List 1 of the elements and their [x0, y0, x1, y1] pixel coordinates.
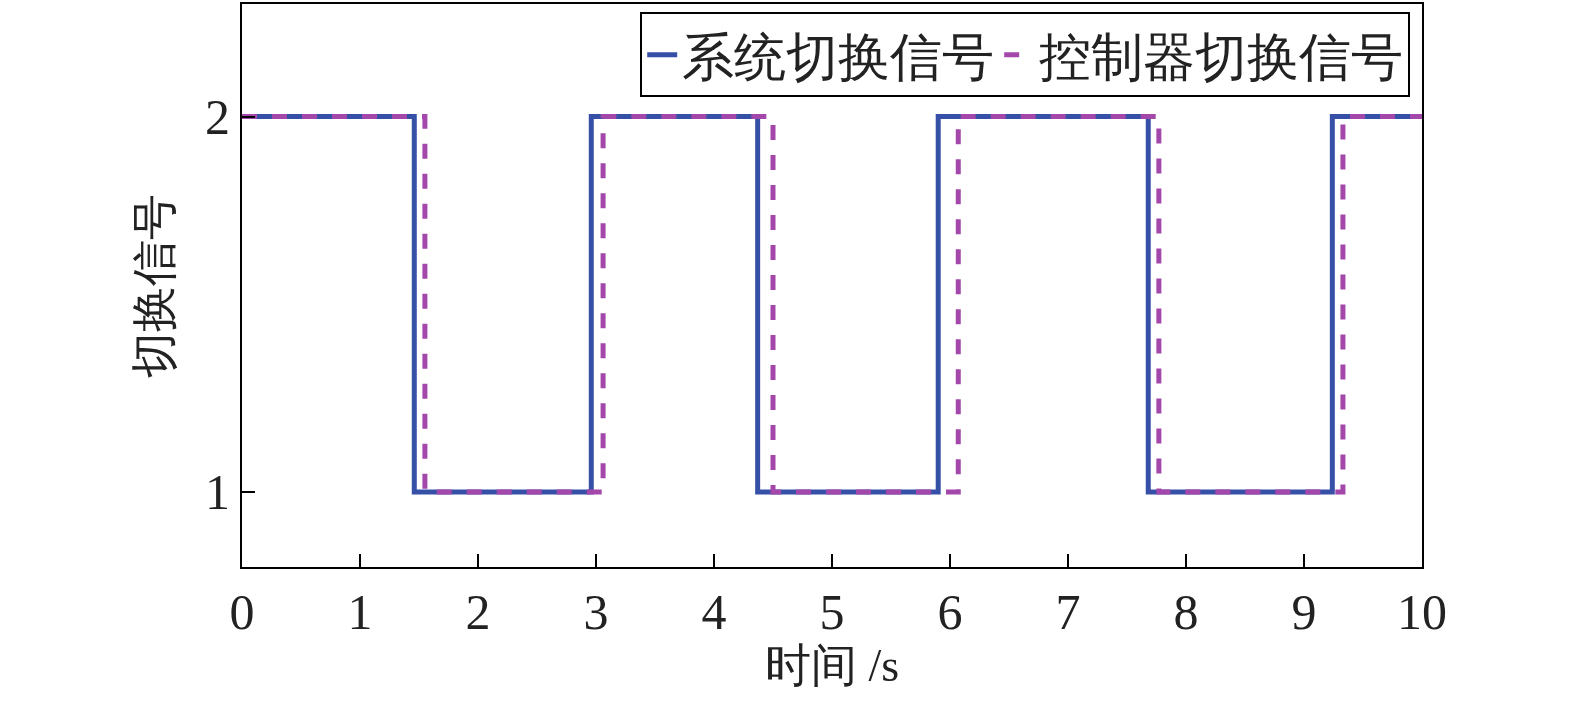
x-tick-label: 10 — [1397, 584, 1447, 640]
